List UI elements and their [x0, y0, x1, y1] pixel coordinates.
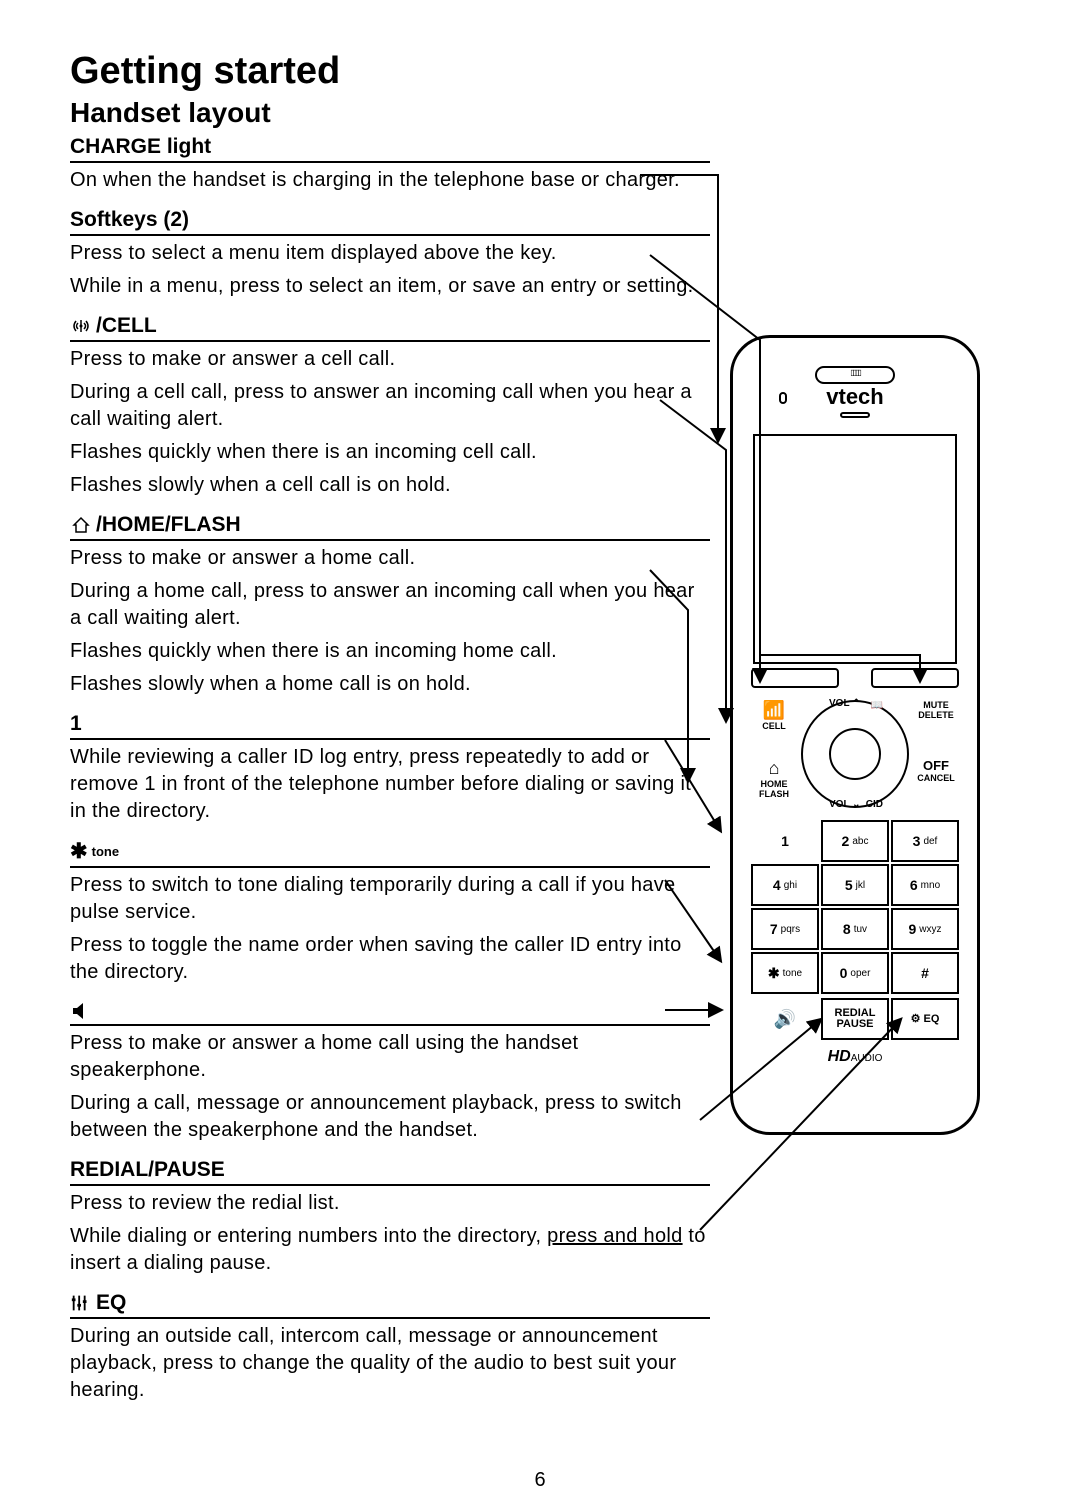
earpiece-slot [840, 412, 870, 418]
key-5: 5jkl [821, 864, 889, 906]
cell-signal-icon [70, 315, 92, 337]
text: Press to switch to tone dialing temporar… [70, 872, 710, 926]
bottom-row: 🔊 REDIALPAUSE ⚙ EQ [751, 998, 959, 1040]
section-home: /HOME/FLASH Press to make or answer a ho… [70, 513, 710, 698]
key-3: 3def [891, 820, 959, 862]
btn-home: ⌂ HOMEFLASH [751, 758, 797, 810]
descriptions-column: CHARGE light On when the handset is char… [70, 135, 730, 1418]
text: Press to make or answer a home call. [70, 545, 710, 572]
text: Flashes quickly when there is an incomin… [70, 638, 710, 665]
key-0: 0oper [821, 952, 889, 994]
section-charge: CHARGE light On when the handset is char… [70, 135, 710, 194]
text: While in a menu, press to select an item… [70, 273, 710, 300]
key-8: 8tuv [821, 908, 889, 950]
keypad: 1 2abc 3def 4ghi 5jkl 6mno 7pqrs 8tuv 9w… [751, 820, 959, 994]
section-speaker: Press to make or answer a home call usin… [70, 1000, 710, 1144]
btn-redial: REDIALPAUSE [821, 998, 889, 1040]
text: While dialing or entering numbers into t… [70, 1223, 710, 1277]
section-redial: REDIAL/PAUSE Press to review the redial … [70, 1158, 710, 1277]
section-softkeys: Softkeys (2) Press to select a menu item… [70, 208, 710, 300]
heading-speaker [70, 1000, 710, 1026]
eq-sliders-icon [70, 1292, 92, 1314]
home-icon: ⌂ [751, 758, 797, 779]
btn-speaker: 🔊 [751, 998, 819, 1040]
softkey-right [871, 668, 959, 688]
text: Flashes slowly when a cell call is on ho… [70, 472, 710, 499]
section-eq: EQ During an outside call, intercom call… [70, 1291, 710, 1404]
page-number: 6 [534, 1469, 545, 1492]
key-star: ✱tone [751, 952, 819, 994]
btn-off: OFFCANCEL [913, 758, 959, 810]
text: During an outside call, intercom call, m… [70, 1323, 710, 1404]
heading-one: 1 [70, 712, 710, 740]
text: Flashes slowly when a home call is on ho… [70, 671, 710, 698]
eq-label: EQ [96, 1291, 126, 1315]
heading-home: /HOME/FLASH [70, 513, 710, 541]
key-4: 4ghi [751, 864, 819, 906]
text: Press to review the redial list. [70, 1190, 710, 1217]
tone-label: tone [92, 844, 119, 859]
key-hash: # [891, 952, 959, 994]
heading-home-text: /HOME/FLASH [96, 513, 241, 537]
home-icon [70, 514, 92, 536]
cell-signal-icon: 📶 [751, 700, 797, 721]
key-7: 7pqrs [751, 908, 819, 950]
heading-softkeys: Softkeys (2) [70, 208, 710, 236]
key-6: 6mno [891, 864, 959, 906]
heading-cell-text: /CELL [96, 314, 157, 338]
text: Press to make or answer a cell call. [70, 346, 710, 373]
section-tone: ✱ tone Press to switch to tone dialing te… [70, 839, 710, 986]
nav-vol-up: VOL ⌃ [829, 698, 861, 709]
key-1: 1 [751, 820, 819, 862]
softkey-left [751, 668, 839, 688]
text: Flashes quickly when there is an incomin… [70, 439, 710, 466]
text: Press to toggle the name order when savi… [70, 932, 710, 986]
key-2: 2abc [821, 820, 889, 862]
handset-diagram: vtech VOL ⌃ 📖 VOL ⌄ CID 📶 CELL ⌂ HO [730, 335, 980, 1135]
section-one: 1 While reviewing a caller ID log entry,… [70, 712, 710, 825]
heading-charge: CHARGE light [70, 135, 710, 163]
brand-label: vtech [826, 384, 883, 410]
hd-audio-label: HDAUDIO [828, 1048, 883, 1066]
subtitle: Handset layout [70, 97, 1020, 129]
text: While reviewing a caller ID log entry, p… [70, 744, 710, 825]
btn-mute: MUTEDELETE [913, 700, 959, 752]
text: Press to make or answer a home call usin… [70, 1030, 710, 1084]
earpiece [815, 366, 895, 384]
nav-center [829, 728, 881, 780]
heading-tone: ✱ tone [70, 839, 710, 868]
handset-column: vtech VOL ⌃ 📖 VOL ⌄ CID 📶 CELL ⌂ HO [730, 135, 1020, 1135]
text: During a cell call, press to answer an i… [70, 379, 710, 433]
heading-redial: REDIAL/PAUSE [70, 1158, 710, 1186]
heading-cell: /CELL [70, 314, 710, 342]
heading-eq: EQ [70, 1291, 710, 1319]
page-title: Getting started [70, 50, 1020, 93]
text: Press to select a menu item displayed ab… [70, 240, 710, 267]
btn-cell: 📶 CELL [751, 700, 797, 752]
screen [753, 434, 957, 664]
speaker-icon [70, 1000, 92, 1022]
btn-eq: ⚙ EQ [891, 998, 959, 1040]
charge-led [779, 392, 787, 404]
asterisk-icon: ✱ [70, 839, 88, 864]
key-9: 9wxyz [891, 908, 959, 950]
text: During a home call, press to answer an i… [70, 578, 710, 632]
nav-vol-down: VOL ⌄ [829, 799, 861, 810]
section-cell: /CELL Press to make or answer a cell cal… [70, 314, 710, 499]
softkeys-row [751, 668, 959, 692]
nav-cid: CID [866, 799, 883, 810]
text: During a call, message or announcement p… [70, 1090, 710, 1144]
nav-dir-icon: 📖 [871, 700, 883, 711]
text: On when the handset is charging in the t… [70, 167, 710, 194]
